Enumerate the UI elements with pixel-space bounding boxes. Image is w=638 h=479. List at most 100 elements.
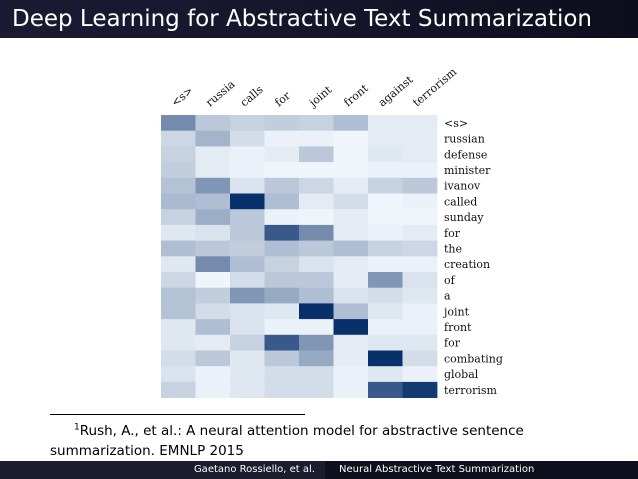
heatmap-cell-r1-c4 [299,130,334,147]
heatmap-cell-r11-c3 [264,287,300,304]
heatmap-cell-r16-c4 [299,366,334,383]
heatmap-cell-r10-c2 [230,272,265,289]
heatmap-cell-r6-c5 [333,209,369,226]
heatmap-cell-r14-c0 [161,334,196,351]
heatmap-cell-r8-c2 [230,240,265,257]
heatmap-cell-r9-c5 [333,256,369,273]
row-label-defense: defense [444,148,487,161]
heatmap-cell-r11-c7 [402,287,438,304]
heatmap-cell-r13-c1 [195,319,231,336]
heatmap-cell-r8-c5 [333,240,369,257]
row-label-ivanov: ivanov [444,180,481,193]
row-label-global: global [444,368,479,381]
footer-authors: Gaetano Rossiello, et al. [0,461,325,479]
heatmap-cell-r9-c4 [299,256,334,273]
heatmap-cell-r0-c0 [161,115,196,132]
row-label-joint: joint [442,305,470,318]
heatmap-cell-r5-c1 [195,193,231,210]
heatmap-cell-r17-c1 [195,381,231,398]
row-label-minister: minister [444,164,491,177]
heatmap-cell-r3-c3 [264,162,300,179]
heatmap-cell-r10-c5 [333,272,369,289]
heatmap-cell-r11-c5 [333,287,369,304]
heatmap-cell-r17-c6 [368,381,403,398]
heatmap-cell-r9-c2 [230,256,265,273]
row-label-of: of [444,274,456,287]
heatmap-cell-r9-c7 [402,256,438,273]
row-label-s: <s> [444,117,468,130]
heatmap-cell-r2-c3 [264,146,300,163]
heatmap-cell-r12-c1 [195,303,231,320]
heatmap-cell-r5-c3 [264,193,300,210]
heatmap-cell-r2-c7 [402,146,438,163]
slide-footer: Gaetano Rossiello, et al. Neural Abstrac… [0,461,638,479]
heatmap-cell-r9-c6 [368,256,403,273]
column-label-front: front [341,81,371,109]
heatmap-cell-r7-c4 [299,224,334,241]
column-label-joint: joint [305,83,335,111]
heatmap-cell-r4-c6 [368,177,403,194]
heatmap-cell-r7-c7 [402,224,438,241]
heatmap-cell-r15-c2 [230,350,265,367]
heatmap-cell-r14-c4 [299,334,334,351]
heatmap-cell-r13-c4 [299,319,334,336]
heatmap-cell-r14-c1 [195,334,231,351]
heatmap-cell-r6-c2 [230,209,265,226]
column-label-s: <s> [169,84,196,109]
heatmap-cell-r13-c3 [264,319,300,336]
heatmap-cell-r9-c0 [161,256,196,273]
heatmap-cell-r3-c5 [333,162,369,179]
heatmap-cell-r5-c2 [230,193,265,210]
heatmap-cell-r16-c3 [264,366,300,383]
heatmap-cell-r13-c5 [333,319,369,336]
row-label-russian: russian [444,133,485,146]
footnote-rule [50,414,305,415]
heatmap-cell-r1-c2 [230,130,265,147]
heatmap-cell-r16-c6 [368,366,403,383]
heatmap-cell-r1-c6 [368,130,403,147]
heatmap-cell-r2-c5 [333,146,369,163]
heatmap-cell-r0-c5 [333,115,369,132]
heatmap-cell-r0-c7 [402,115,438,132]
heatmap-cell-r12-c2 [230,303,265,320]
heatmap-cell-r16-c0 [161,366,196,383]
slide-title: Deep Learning for Abstractive Text Summa… [12,6,593,32]
heatmap-cell-r3-c7 [402,162,438,179]
heatmap-cell-r1-c1 [195,130,231,147]
heatmap-cell-r13-c0 [161,319,196,336]
heatmap-cell-r6-c6 [368,209,403,226]
heatmap-cell-r1-c5 [333,130,369,147]
heatmap-cell-r15-c5 [333,350,369,367]
heatmap-cell-r17-c4 [299,381,334,398]
heatmap-cell-r1-c0 [161,130,196,147]
heatmap-cell-r15-c4 [299,350,334,367]
heatmap-cell-r9-c1 [195,256,231,273]
heatmap-cell-r12-c6 [368,303,403,320]
heatmap-cell-r13-c6 [368,319,403,336]
heatmap-cell-r4-c2 [230,177,265,194]
heatmap-cell-r17-c7 [402,381,438,398]
heatmap-cell-r6-c7 [402,209,438,226]
column-label-terrorism: terrorism [410,65,459,109]
heatmap-cell-r17-c5 [333,381,369,398]
footnote-marker: 1 [74,422,80,433]
heatmap-cell-r6-c0 [161,209,196,226]
heatmap-cell-r7-c5 [333,224,369,241]
heatmap-cell-r0-c2 [230,115,265,132]
heatmap-cell-r14-c6 [368,334,403,351]
heatmap-cell-r4-c4 [299,177,334,194]
heatmap-cell-r15-c7 [402,350,438,367]
footnote-line-1: Rush, A., et al.: A neural attention mod… [79,423,524,439]
heatmap-cell-r0-c1 [195,115,231,132]
heatmap-cell-r7-c0 [161,224,196,241]
row-label-sunday: sunday [444,211,484,224]
heatmap-cell-r0-c6 [368,115,403,132]
heatmap-cell-r4-c1 [195,177,231,194]
row-label-front: front [444,321,472,334]
heatmap-cell-r15-c0 [161,350,196,367]
title-bar: Deep Learning for Abstractive Text Summa… [0,0,638,38]
heatmap-cell-r3-c1 [195,162,231,179]
heatmap-cell-r8-c4 [299,240,334,257]
heatmap-cell-r3-c4 [299,162,334,179]
